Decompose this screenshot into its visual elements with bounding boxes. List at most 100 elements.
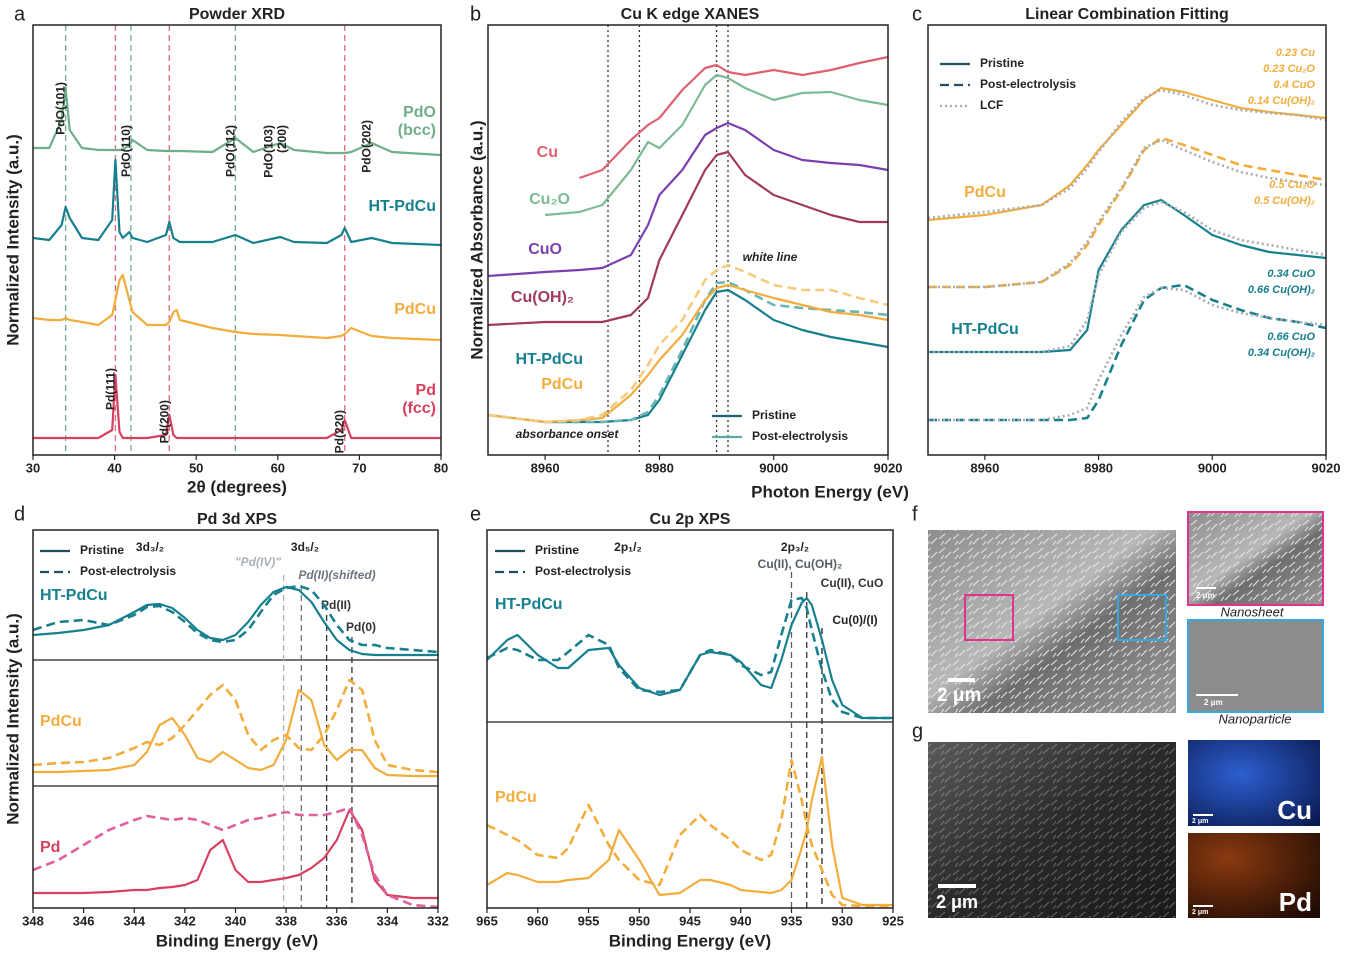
reference-label: Cu(II), CuO [821, 576, 884, 590]
data-line [33, 680, 438, 772]
reference-label: Cu(II), Cu(OH)₂ [758, 557, 843, 571]
scale-bar-label: 2 μm [1192, 818, 1208, 825]
x-tick-label: 955 [578, 913, 600, 928]
y-axis-label: Normalized Absorbance (a.u.) [467, 120, 486, 359]
peak-label: Pd(111) [104, 368, 118, 410]
x-tick-label: 344 [123, 913, 145, 928]
peak-label: Pd(220) [333, 410, 347, 453]
x-tick-label: 9020 [1312, 460, 1341, 475]
x-axis-label: Binding Energy (eV) [156, 931, 318, 950]
panel-letter: d [14, 503, 25, 525]
panel-letter: f [912, 503, 918, 525]
fit-label: 0.66 Cu(OH)₂ [1248, 284, 1315, 296]
x-tick-label: 80 [434, 460, 448, 475]
x-tick-label: 9020 [874, 460, 903, 475]
x-tick-label: 9000 [1198, 460, 1227, 475]
panel-letter: e [470, 503, 481, 525]
panel-letter: c [912, 3, 922, 25]
x-tick-label: 930 [831, 913, 853, 928]
x-axis-label: 2θ (degrees) [187, 477, 287, 496]
series-label: HT-PdCu [951, 321, 1019, 338]
x-tick-label: 925 [882, 913, 904, 928]
panel: c Linear Combination Fitting 8960 8980 9000 9… [912, 3, 1340, 475]
data-line [928, 138, 1326, 287]
peak-label: PdO(112) [224, 125, 238, 177]
figure: f 2 μm 2 μm Nanosheet 2 μm Nanoparticle … [0, 0, 1346, 954]
annotation: white line [743, 250, 798, 264]
series-label: HT-PdCu [495, 596, 563, 613]
x-tick-label: 945 [679, 913, 701, 928]
x-tick-label: 338 [275, 913, 297, 928]
panel-title: Linear Combination Fitting [1025, 6, 1229, 23]
series-label: Cu(OH)₂ [511, 289, 574, 306]
series-label: Pd(fcc) [402, 382, 436, 417]
x-tick-label: 30 [26, 460, 40, 475]
series-label: PdCu [964, 184, 1006, 201]
scale-bar-label: 2 μm [1192, 909, 1208, 916]
map-label: Cu [1277, 795, 1312, 825]
series-label: PdCu [394, 301, 436, 318]
scale-bar-label: 2 μm [1196, 591, 1215, 600]
x-axis-label: Photon Energy (eV) [751, 482, 909, 501]
x-tick-label: 940 [730, 913, 752, 928]
peak-label: PdO(101) [54, 82, 68, 135]
panel-f: f 2 μm 2 μm Nanosheet 2 μm Nanoparticle [912, 503, 1323, 726]
legend-label: Pristine [752, 408, 796, 422]
x-axis-label: Binding Energy (eV) [609, 931, 771, 950]
scale-bar-label: 2 μm [936, 892, 978, 912]
x-tick-label: 960 [527, 913, 549, 928]
annotation: 3d₃/₂ [136, 540, 164, 554]
annotation: 2p₃/₂ [781, 540, 809, 554]
series-label: HT-PdCu [40, 587, 108, 604]
x-tick-label: 8960 [970, 460, 999, 475]
fit-label: 0.66 CuO [1267, 331, 1315, 343]
x-tick-label: 935 [781, 913, 803, 928]
panel-title: Cu K edge XANES [621, 6, 760, 23]
legend-label: Post-electrolysis [752, 429, 848, 443]
reference-label: "Pd(IV)" [235, 555, 281, 569]
series-label: PdO(bcc) [398, 104, 436, 139]
y-axis-label: Normalized Intensity (a.u.) [3, 134, 22, 346]
x-tick-label: 8980 [1084, 460, 1113, 475]
peak-label: PdO(110) [119, 125, 133, 177]
annotation: 3d₅/₂ [291, 540, 319, 554]
inset-caption: Nanosheet [1221, 604, 1285, 619]
panel: aPowder XRD2θ (degrees)Normalized Intens… [3, 3, 448, 496]
annotation: 2p₁/₂ [614, 540, 642, 554]
inset-caption: Nanoparticle [1219, 711, 1292, 726]
series-label: HT-PdCu [515, 351, 583, 368]
panel-title: Pd 3d XPS [197, 511, 277, 528]
scale-bar-label: 2 μm [1204, 698, 1223, 707]
map-label: Pd [1279, 887, 1312, 917]
fit-label: 0.23 Cu [1276, 47, 1315, 59]
scale-bar-label: 2 μm [937, 685, 981, 706]
x-tick-label: 40 [107, 460, 121, 475]
legend-label: Pristine [80, 543, 124, 557]
x-tick-label: 346 [73, 913, 95, 928]
data-line [33, 275, 441, 340]
panel-g: g 2 μm 2 μm Cu 2 μm Pd [912, 720, 1320, 918]
legend-label: Post-electrolysis [980, 77, 1076, 91]
x-tick-label: 8980 [645, 460, 674, 475]
fit-label: 0.23 Cu₂O [1263, 63, 1315, 75]
panel-title: Cu 2p XPS [650, 511, 731, 528]
x-tick-label: 50 [189, 460, 203, 475]
x-tick-label: 348 [22, 913, 44, 928]
reference-label: Pd(0) [346, 620, 376, 634]
reference-label: Cu(0)/(I) [832, 613, 877, 627]
series-label: PdCu [541, 376, 583, 393]
data-line [33, 375, 441, 438]
x-tick-label: 336 [326, 913, 348, 928]
x-tick-label: 334 [377, 913, 399, 928]
annotation: absorbance onset [516, 427, 620, 441]
fit-label: 0.34 Cu(OH)₂ [1248, 347, 1315, 359]
series-label: Cu₂O [529, 191, 570, 208]
x-tick-label: 342 [174, 913, 196, 928]
legend-label: Post-electrolysis [80, 564, 176, 578]
x-tick-label: 965 [476, 913, 498, 928]
fit-label: 0.5 Cu(OH)₂ [1254, 195, 1315, 207]
fit-label: 0.5 Cu₂O [1269, 179, 1315, 191]
data-line [487, 760, 893, 906]
